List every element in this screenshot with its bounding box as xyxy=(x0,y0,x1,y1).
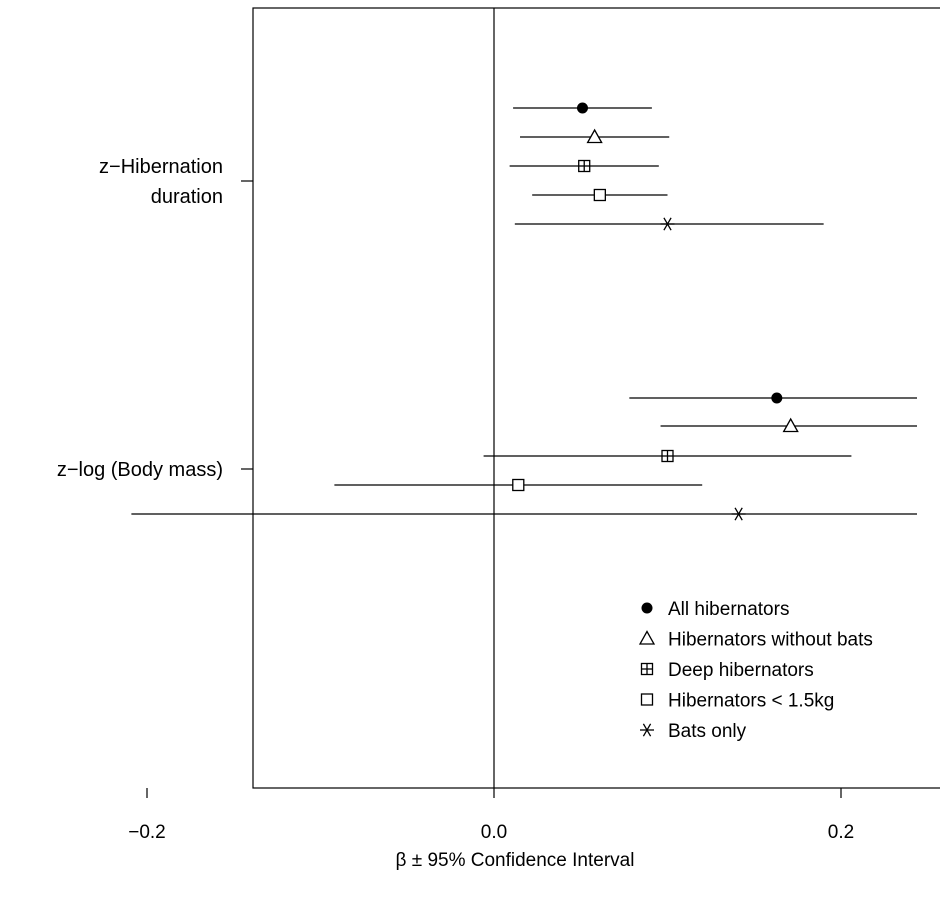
legend-item: Hibernators without bats xyxy=(638,630,873,651)
estimate-row xyxy=(131,507,917,521)
square-icon xyxy=(640,693,654,706)
y-group-label: z−log (Body mass) xyxy=(57,459,223,481)
estimate-point xyxy=(578,159,591,173)
triangle-icon xyxy=(638,630,656,645)
estimate-row xyxy=(532,188,668,202)
estimate-point xyxy=(782,417,799,433)
legend-item: Deep hibernators xyxy=(640,660,814,681)
x-axis: −0.20.00.20.4 xyxy=(128,788,854,843)
legend-label: Hibernators without bats xyxy=(668,630,873,651)
y-axis: z−Hibernation duration z−log (Body mass) xyxy=(57,156,253,481)
x-tick-label: 0.2 xyxy=(828,822,854,843)
legend-label: Deep hibernators xyxy=(668,660,814,681)
legend-label: All hibernators xyxy=(668,599,789,620)
estimate-row xyxy=(629,392,917,404)
estimate-point xyxy=(771,392,783,404)
estimate-point xyxy=(512,478,525,492)
estimate-point xyxy=(593,188,606,202)
boxed-plus-icon xyxy=(640,662,654,676)
estimate-point xyxy=(586,128,603,144)
x-tick-label: 0.0 xyxy=(481,822,507,843)
estimate-point xyxy=(576,102,588,114)
legend-label: Hibernators < 1.5kg xyxy=(668,691,834,712)
estimate-row xyxy=(509,159,659,173)
legend-item: Bats only xyxy=(640,721,747,742)
estimate-point xyxy=(660,217,675,231)
legend-item: Hibernators < 1.5kg xyxy=(640,691,834,712)
estimate-row xyxy=(483,449,852,463)
estimate-point xyxy=(661,449,674,463)
x-tick-label: −0.2 xyxy=(128,822,166,843)
estimate-row xyxy=(520,128,670,144)
legend: All hibernators Hibernators without bats D… xyxy=(638,599,873,742)
asterisk-icon xyxy=(640,723,654,737)
estimate-point xyxy=(731,507,746,521)
estimate-row xyxy=(334,478,703,492)
filled-circle-icon xyxy=(641,602,653,614)
y-group-label: duration xyxy=(151,186,223,208)
estimate-row xyxy=(513,102,652,114)
x-axis-label: β ± 95% Confidence Interval xyxy=(396,850,635,871)
legend-label: Bats only xyxy=(668,721,747,742)
estimate-row xyxy=(660,417,917,433)
y-group-label: z−Hibernation xyxy=(99,156,223,178)
plot-frame xyxy=(252,7,940,789)
legend-item: All hibernators xyxy=(641,599,789,620)
estimate-marks xyxy=(131,102,917,521)
estimate-row xyxy=(514,217,824,231)
